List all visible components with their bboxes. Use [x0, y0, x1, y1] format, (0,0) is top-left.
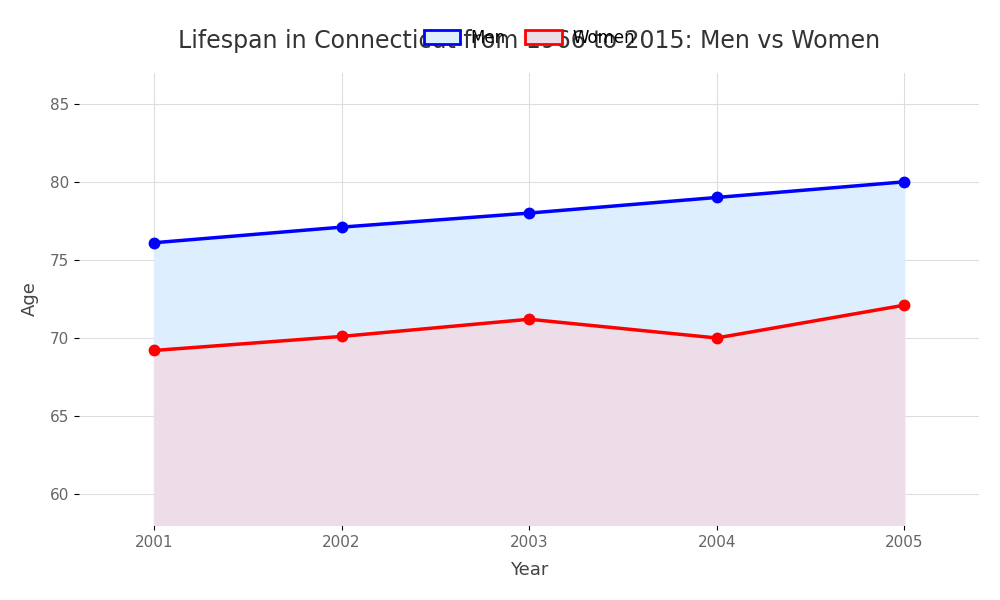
Y-axis label: Age: Age [21, 281, 39, 316]
Legend: Men, Women: Men, Women [417, 22, 641, 53]
Title: Lifespan in Connecticut from 1966 to 2015: Men vs Women: Lifespan in Connecticut from 1966 to 201… [178, 29, 880, 53]
X-axis label: Year: Year [510, 561, 548, 579]
